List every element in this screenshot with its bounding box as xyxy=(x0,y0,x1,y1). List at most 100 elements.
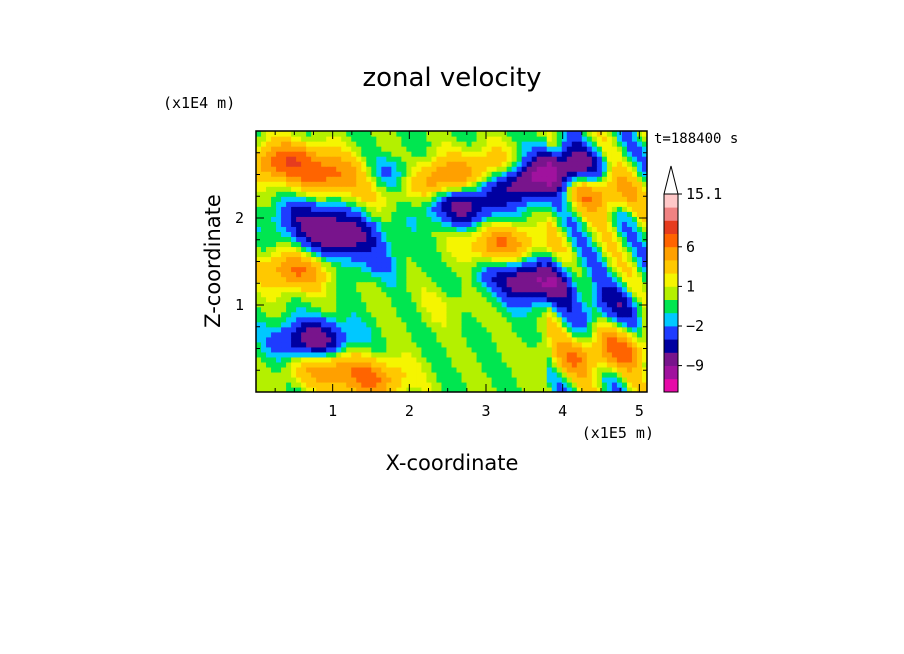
field-cell xyxy=(486,151,493,157)
field-cell xyxy=(541,311,548,318)
field-cell xyxy=(321,136,327,142)
field-cell xyxy=(381,276,387,283)
field-cell xyxy=(416,206,423,212)
field-cell xyxy=(391,321,397,328)
field-cell xyxy=(581,291,588,298)
field-cell xyxy=(546,296,553,303)
field-cell xyxy=(371,351,377,358)
field-cell xyxy=(631,131,638,137)
field-cell xyxy=(546,386,553,392)
field-cell xyxy=(581,211,588,217)
field-cell xyxy=(541,251,548,258)
field-cell xyxy=(591,131,598,137)
field-cell xyxy=(561,256,568,263)
field-cell xyxy=(426,161,433,167)
field-cell xyxy=(336,321,342,328)
field-cell xyxy=(426,346,433,353)
field-cell xyxy=(596,376,603,383)
field-cell xyxy=(286,331,292,338)
field-cell xyxy=(466,381,473,388)
field-cell xyxy=(351,226,357,232)
field-cell xyxy=(281,286,287,293)
field-cell xyxy=(526,236,533,243)
field-cell xyxy=(456,341,463,348)
field-cell xyxy=(456,276,463,283)
field-cell xyxy=(476,351,483,358)
field-cell xyxy=(371,281,377,288)
field-cell xyxy=(261,261,267,268)
field-cell xyxy=(291,276,297,283)
field-cell xyxy=(596,271,603,278)
field-cell xyxy=(416,326,423,333)
field-cell xyxy=(256,261,262,268)
field-cell xyxy=(456,261,463,268)
field-cell xyxy=(431,341,438,348)
field-cell xyxy=(371,231,377,237)
field-cell xyxy=(606,196,613,202)
field-cell xyxy=(436,346,443,353)
field-cell xyxy=(611,381,618,388)
field-cell xyxy=(536,301,543,308)
field-cell xyxy=(456,386,463,392)
field-cell xyxy=(601,226,608,232)
field-cell xyxy=(391,196,397,202)
field-cell xyxy=(526,346,533,353)
field-cell xyxy=(606,266,613,273)
field-cell xyxy=(406,296,412,303)
colorbar-label: 6 xyxy=(686,238,695,256)
field-cell xyxy=(381,241,387,248)
field-cell xyxy=(341,381,347,388)
field-cell xyxy=(551,156,558,162)
field-cell xyxy=(476,191,483,197)
field-cell xyxy=(436,286,443,293)
field-cell xyxy=(536,281,543,288)
field-cell xyxy=(441,246,448,253)
field-cell xyxy=(641,346,647,353)
field-cell xyxy=(321,246,327,253)
field-cell xyxy=(461,351,468,358)
field-cell xyxy=(401,246,407,253)
field-cell xyxy=(441,151,448,157)
field-cell xyxy=(306,331,312,338)
field-cell xyxy=(456,161,463,167)
field-cell xyxy=(401,256,407,263)
field-cell xyxy=(576,286,583,293)
field-cell xyxy=(556,196,563,202)
field-cell xyxy=(561,176,568,182)
field-cell xyxy=(391,361,397,368)
field-cell xyxy=(531,281,538,288)
field-cell xyxy=(596,141,603,147)
field-cell xyxy=(326,256,332,263)
field-cell xyxy=(561,216,568,222)
field-cell xyxy=(346,251,352,258)
field-cell xyxy=(376,321,382,328)
field-cell xyxy=(411,256,418,263)
field-cell xyxy=(431,241,438,248)
field-cell xyxy=(316,151,322,157)
field-cell xyxy=(396,211,402,217)
field-cell xyxy=(561,221,568,227)
field-cell xyxy=(616,271,623,278)
field-cell xyxy=(386,386,392,392)
field-cell xyxy=(451,171,458,177)
field-cell xyxy=(556,201,563,207)
field-cell xyxy=(501,246,508,253)
field-cell xyxy=(441,371,448,378)
field-cell xyxy=(556,321,563,328)
field-cell xyxy=(376,276,382,283)
field-cell xyxy=(471,306,478,313)
colorbar-swatch xyxy=(664,273,678,287)
field-cell xyxy=(521,171,528,177)
field-cell xyxy=(336,271,342,278)
field-cell xyxy=(356,246,362,253)
field-cell xyxy=(426,156,433,162)
field-cell xyxy=(521,351,528,358)
field-cell xyxy=(641,321,647,328)
field-cell xyxy=(311,206,317,212)
field-cell xyxy=(436,201,443,207)
field-cell xyxy=(536,341,543,348)
field-cell xyxy=(276,226,282,232)
field-cell xyxy=(421,376,428,383)
field-cell xyxy=(406,181,412,187)
field-cell xyxy=(546,281,553,288)
